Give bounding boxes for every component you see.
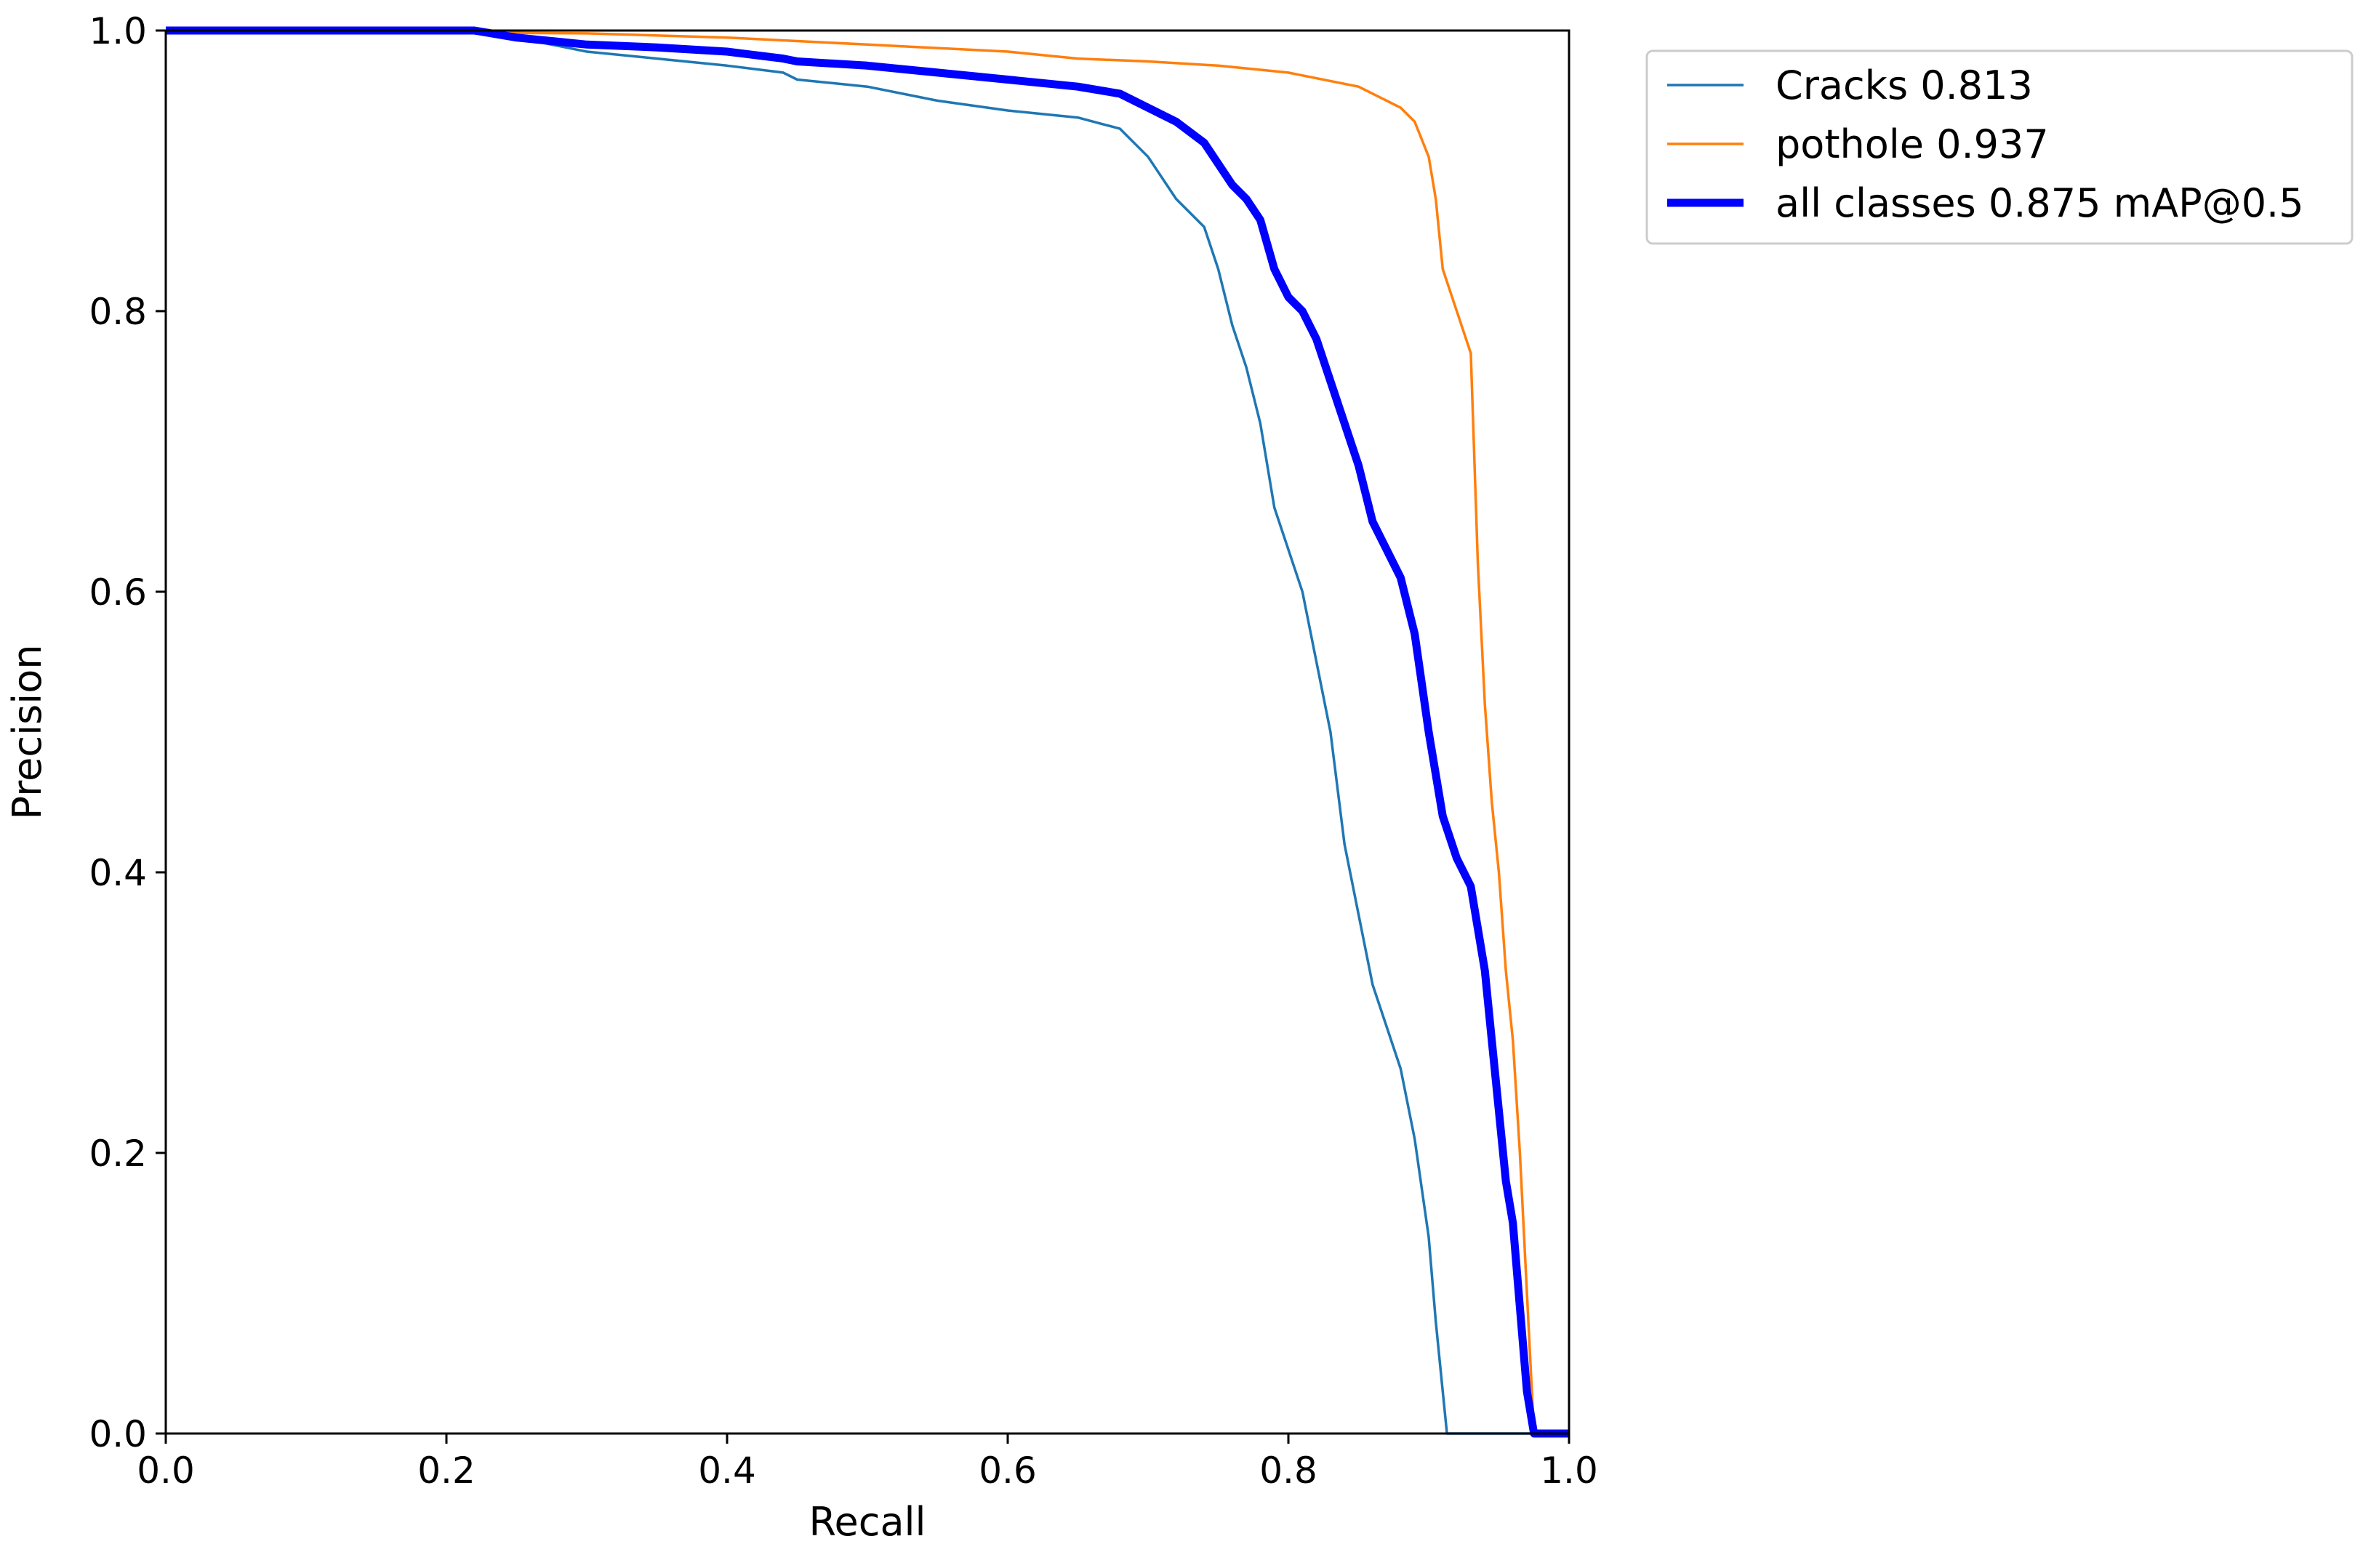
- y-tick-label: 0.0: [89, 1413, 147, 1455]
- y-tick-label: 0.2: [89, 1133, 147, 1175]
- ticks-layer: 0.0 0.2 0.4 0.6 0.8 1.0 0.0 0.2 0.4 0.6 0.8 1.0: [89, 10, 1597, 1492]
- x-tick-label: 0.8: [1259, 1450, 1317, 1492]
- y-tick-label: 0.8: [89, 291, 147, 333]
- plot-frame: [164, 29, 1570, 1435]
- y-tick-label: 1.0: [89, 10, 147, 52]
- y-tick-label: 0.4: [89, 852, 147, 894]
- x-tick-label: 0.0: [137, 1450, 195, 1492]
- plot-layer: [165, 26, 1569, 1438]
- legend-box: [1645, 49, 2354, 245]
- x-axis-label: Recall: [809, 1499, 926, 1545]
- legend-label-pothole: pothole 0.937: [1776, 121, 2049, 167]
- series-line-0: [166, 29, 1569, 1435]
- x-tick-label: 1.0: [1540, 1450, 1598, 1492]
- y-tick-label: 0.6: [89, 571, 147, 614]
- legend: Cracks 0.813 pothole 0.937 all classes 0…: [1645, 49, 2354, 245]
- x-tick-label: 0.2: [417, 1450, 476, 1492]
- x-tick-label: 0.4: [698, 1450, 756, 1492]
- y-axis-label: Precision: [4, 645, 50, 820]
- legend-label-all-classes: all classes 0.875 mAP@0.5: [1776, 180, 2304, 226]
- series-line-1: [165, 29, 1569, 1435]
- series-line-2: [166, 26, 1569, 1438]
- legend-label-cracks: Cracks 0.813: [1776, 63, 2033, 108]
- x-tick-label: 0.6: [979, 1450, 1037, 1492]
